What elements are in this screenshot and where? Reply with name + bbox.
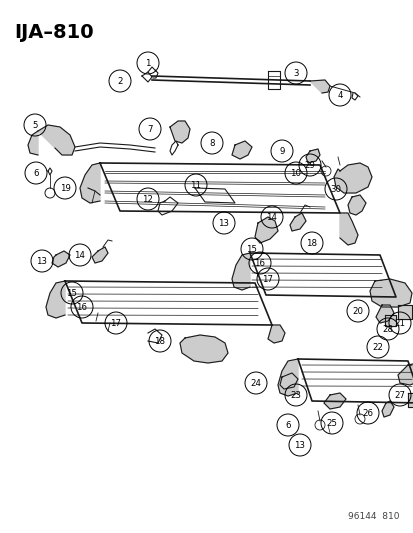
Polygon shape [305,149,319,163]
Text: 5: 5 [32,120,38,130]
Polygon shape [92,247,108,263]
Text: 4: 4 [337,91,342,100]
Text: 11: 11 [190,181,201,190]
Text: 21: 21 [394,319,404,327]
Polygon shape [52,251,70,267]
Polygon shape [339,213,357,245]
Text: 16: 16 [76,303,87,311]
Text: 25: 25 [326,418,337,427]
Text: 17: 17 [262,274,273,284]
Polygon shape [180,335,228,363]
Polygon shape [254,217,277,243]
Text: 2: 2 [117,77,122,85]
Polygon shape [397,363,413,385]
Polygon shape [333,163,371,193]
Text: 19: 19 [59,183,70,192]
Text: 3: 3 [292,69,298,77]
Text: 6: 6 [33,168,39,177]
Polygon shape [289,213,305,231]
Polygon shape [80,163,100,203]
Text: 96144  810: 96144 810 [348,512,399,521]
Text: 10: 10 [290,168,301,177]
Text: 26: 26 [362,408,373,417]
Text: 1: 1 [145,59,150,68]
Text: 29: 29 [304,160,315,169]
Text: 13: 13 [218,219,229,228]
Text: 15: 15 [66,288,77,297]
Text: 22: 22 [372,343,382,351]
Text: 18: 18 [154,336,165,345]
Text: 7: 7 [147,125,152,133]
Polygon shape [347,195,365,215]
Polygon shape [277,359,297,396]
Text: 15: 15 [246,245,257,254]
Polygon shape [231,141,252,159]
Text: 6: 6 [285,421,290,430]
Polygon shape [28,125,75,155]
Text: 14: 14 [74,251,85,260]
Text: 8: 8 [209,139,214,148]
Text: 13: 13 [36,256,47,265]
Text: 30: 30 [330,184,341,193]
Polygon shape [279,373,297,389]
Text: 12: 12 [142,195,153,204]
Text: 28: 28 [382,325,392,334]
Text: IJA–810: IJA–810 [14,23,93,42]
Polygon shape [375,305,393,323]
Text: 18: 18 [306,238,317,247]
Text: 17: 17 [110,319,121,327]
Polygon shape [369,279,411,307]
Polygon shape [267,325,284,343]
Text: 9: 9 [279,147,284,156]
Text: 23: 23 [290,391,301,400]
Text: 27: 27 [394,391,404,400]
Polygon shape [46,281,65,318]
Text: 16: 16 [254,259,265,268]
Polygon shape [407,393,413,407]
Polygon shape [384,315,395,326]
Text: 20: 20 [351,306,363,316]
Polygon shape [381,401,393,417]
Polygon shape [323,393,345,409]
Polygon shape [231,253,249,290]
Text: 13: 13 [294,440,305,449]
Polygon shape [170,121,190,143]
Text: 14: 14 [266,213,277,222]
Polygon shape [309,80,329,93]
Text: 24: 24 [250,378,261,387]
Polygon shape [397,305,411,319]
